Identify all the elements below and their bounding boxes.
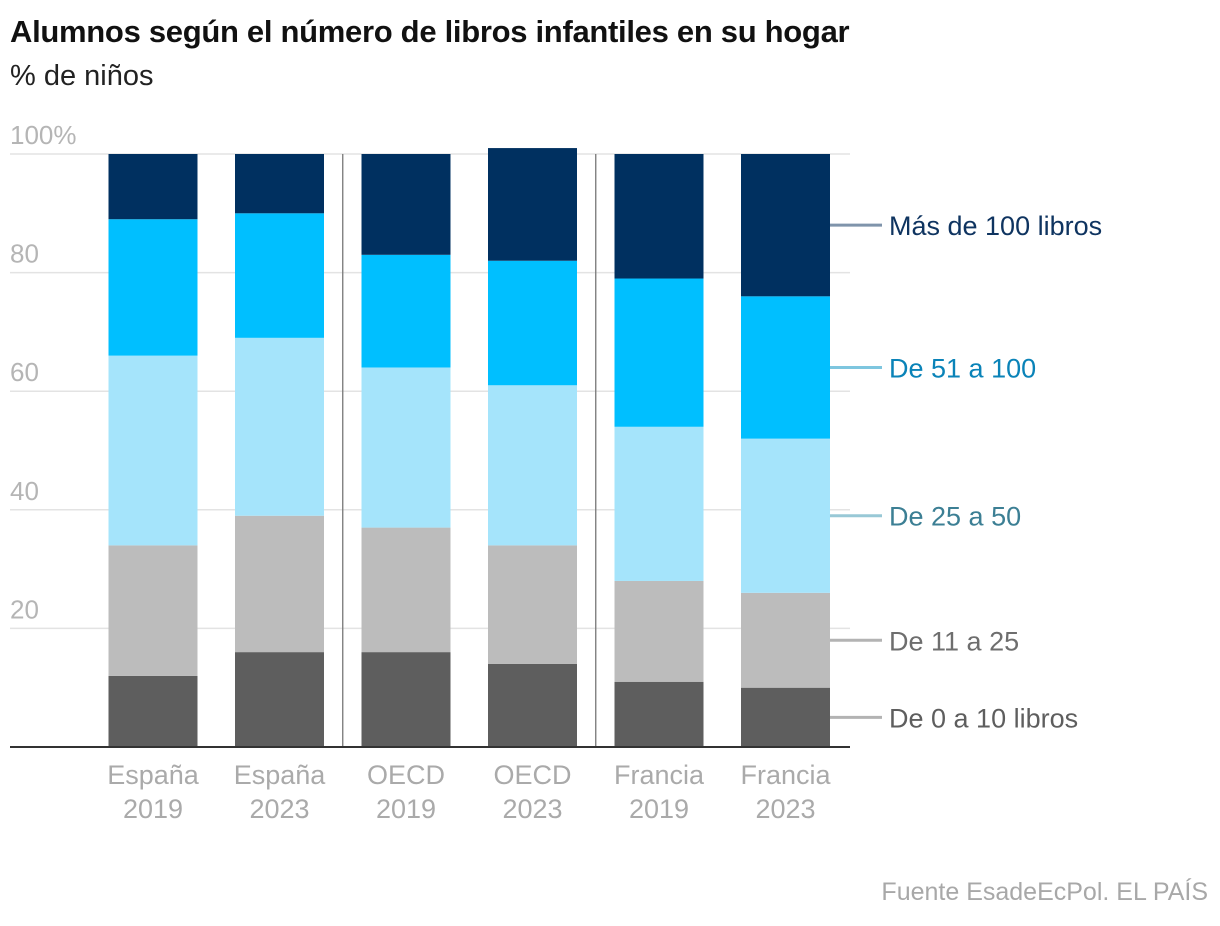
bar-segment (741, 154, 830, 297)
y-tick-label: 20 (10, 594, 39, 624)
bar-segment (741, 438, 830, 593)
bar-segment (108, 154, 198, 220)
x-tick-label: OECD (493, 760, 571, 790)
bar-segment (488, 148, 577, 261)
bar-segment (614, 681, 704, 747)
legend-label: De 51 a 100 (889, 353, 1036, 383)
bar-segment (235, 515, 324, 653)
bar-segment (488, 260, 577, 386)
y-tick-label: 40 (10, 476, 39, 506)
x-tick-label: 2023 (502, 794, 562, 824)
bar-segment (235, 652, 324, 747)
x-tick-label: 2019 (376, 794, 436, 824)
chart-subtitle: % de niños (10, 60, 154, 92)
bar-segment (488, 385, 577, 546)
bar-segment (361, 254, 451, 368)
x-tick-label: Francia (614, 760, 705, 790)
bar-segment (614, 154, 704, 279)
bar-segment (741, 296, 830, 439)
x-tick-label: 2019 (123, 794, 183, 824)
chart-title: Alumnos según el número de libros infant… (10, 14, 850, 49)
bar-segment (361, 367, 451, 528)
bar-segment (235, 337, 324, 516)
x-tick-label: OECD (367, 760, 445, 790)
bar-segment (614, 278, 704, 427)
x-tick-label: Francia (740, 760, 831, 790)
y-tick-label: 60 (10, 357, 39, 387)
y-tick-label: 80 (10, 239, 39, 269)
source-note: Fuente EsadeEcPol. EL PAÍS (881, 878, 1208, 906)
x-tick-label: España (234, 760, 327, 790)
legend-label: De 0 a 10 libros (889, 703, 1078, 733)
bar-segment (488, 663, 577, 747)
x-tick-label: 2019 (629, 794, 689, 824)
bar-segment (361, 652, 451, 747)
bar-segment (235, 154, 324, 214)
bar-segment (614, 580, 704, 682)
bar-segment (741, 592, 830, 688)
legend-label: Más de 100 libros (889, 211, 1102, 241)
legend-label: De 11 a 25 (889, 626, 1019, 656)
y-tick-label: 100% (10, 120, 77, 150)
bar-segment (108, 219, 198, 356)
bar-segment (108, 355, 198, 546)
bar-segment (108, 545, 198, 676)
bar-segment (741, 687, 830, 747)
legend-label: De 25 a 50 (889, 502, 1021, 532)
bar-segment (108, 675, 198, 747)
bar-segment (235, 213, 324, 338)
bar-segment (488, 545, 577, 664)
x-tick-label: España (107, 760, 200, 790)
bar-segment (614, 426, 704, 581)
bar-segment (361, 154, 451, 255)
x-tick-label: 2023 (249, 794, 309, 824)
x-tick-label: 2023 (755, 794, 815, 824)
bar-segment (361, 527, 451, 653)
